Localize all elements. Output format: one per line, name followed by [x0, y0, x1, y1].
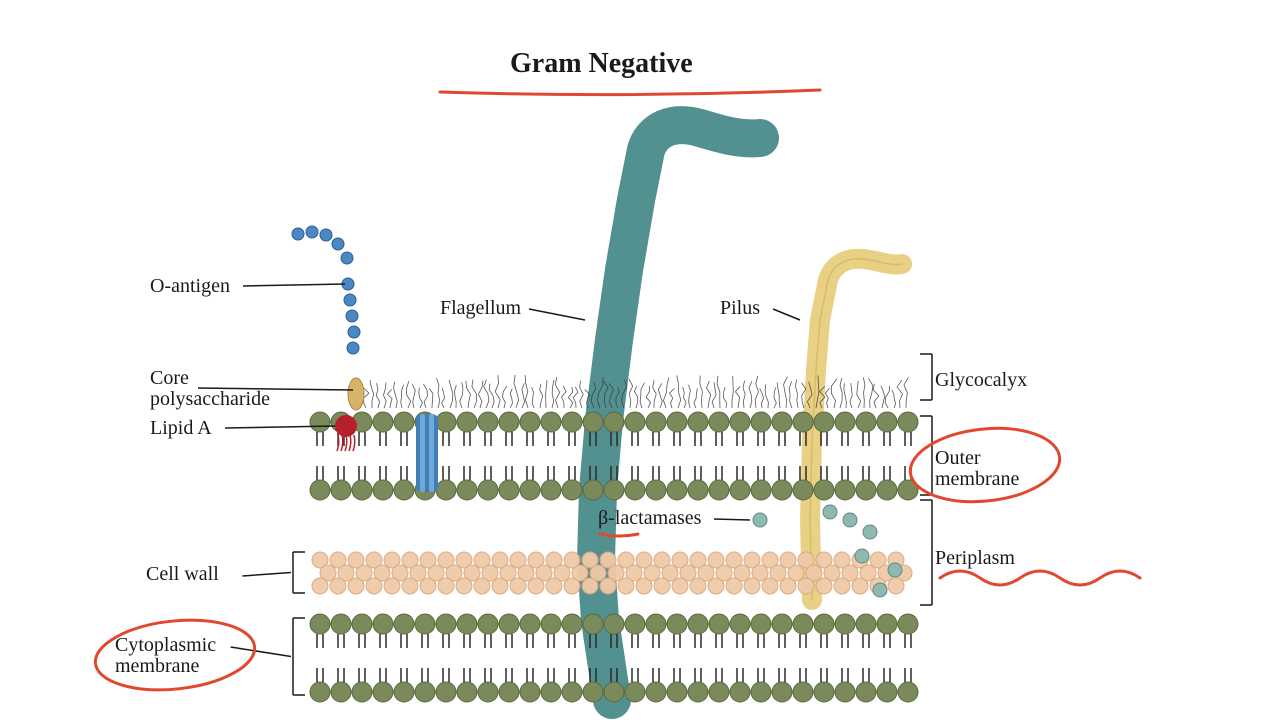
- label-core_poly: Corepolysaccharide: [150, 368, 270, 410]
- label-beta_lact: β-lactamases: [598, 508, 701, 529]
- label-glycocalyx: Glycocalyx: [935, 370, 1027, 391]
- label-cell_wall: Cell wall: [146, 564, 219, 585]
- label-pilus: Pilus: [720, 298, 760, 319]
- diagram-title: Gram Negative: [510, 48, 693, 80]
- label-outer_mem: Outermembrane: [935, 448, 1019, 490]
- label-o_antigen: O-antigen: [150, 276, 230, 297]
- label-lipid_a: Lipid A: [150, 418, 212, 439]
- label-periplasm: Periplasm: [935, 548, 1015, 569]
- label-flagellum: Flagellum: [440, 298, 521, 319]
- label-cyto_mem: Cytoplasmicmembrane: [115, 635, 216, 677]
